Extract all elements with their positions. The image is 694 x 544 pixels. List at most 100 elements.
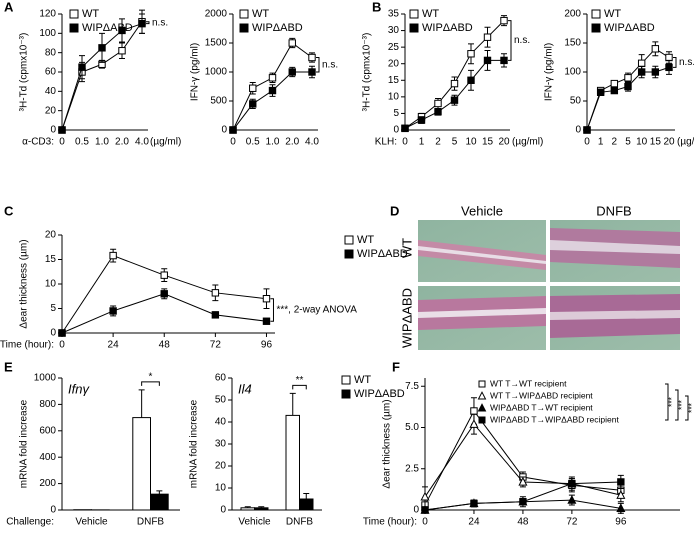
y-tick-label: 0 [393,125,399,136]
y-tick-label: 600 [39,425,56,436]
y-tick-label: 15 [388,75,400,86]
x-tick-label: 1 [598,137,604,148]
bracket [675,389,679,421]
series-line [61,293,267,334]
marker [288,68,296,76]
marker [583,126,591,134]
marker [434,99,442,108]
x-tick-label: 48 [517,517,529,528]
annotation: ** [296,375,304,386]
marker [478,416,486,424]
marker [500,56,508,65]
x-tick-label: 5 [452,137,458,148]
marker [467,76,475,84]
marker [616,503,626,513]
y-axis-label: ³H-Td (cpmx10⁻³) [362,33,373,112]
x-tick-label: DNFB [137,517,165,528]
y-axis-label: mRNA fold increase [19,399,30,488]
legend-label: WIPΔABD [422,22,473,34]
y-tick-label: 0 [50,125,56,136]
marker [624,82,632,91]
y-tick-label: 30 [388,25,400,36]
y-axis-label: IFN-γ (pg/ml) [190,43,201,101]
y-tick-label: 0 [221,125,227,136]
y-tick-label: 500 [210,96,227,107]
marker [665,63,673,72]
x-tick-label: 2.0 [285,137,299,148]
bracket [685,395,689,421]
bracket [146,21,150,25]
x-axis-prefix: Time (hour): [0,340,54,351]
y-tick-label: 20 [215,461,227,472]
marker [138,19,146,28]
marker [477,403,487,412]
error-bar [156,490,163,495]
y-tick-label: 7.5 [405,381,419,392]
bracket [673,57,677,68]
x-axis-unit: (µg/ml) [677,137,694,148]
panel-letter: D [390,203,399,218]
x-tick-label: 0.5 [75,137,89,148]
marker [249,84,257,92]
bracket [316,57,320,73]
y-axis-label: mRNA fold increase [189,399,200,488]
y-tick-label: 5 [50,303,56,314]
annotation: n.s. [152,17,168,28]
x-tick-label: 4.0 [135,137,149,148]
x-tick-label: 24 [108,340,120,351]
y-tick-label: 200 [564,9,581,20]
y-tick-label: 100 [39,28,56,39]
legend-label: WT [422,8,439,20]
y-tick-label: 20 [45,105,57,116]
marker [58,126,66,134]
x-tick-label: 2 [435,137,441,148]
row-label: WIPΔABD [399,288,414,348]
x-tick-label: 72 [566,517,578,528]
y-tick-label: 80 [45,47,57,58]
y-axis-label: Δear thickness (µm) [19,239,30,328]
y-tick-label: 1500 [205,38,228,49]
marker [467,50,475,58]
legend-label: WIPΔABD [604,22,655,34]
marker [401,124,409,133]
bar [254,507,269,511]
marker [450,96,459,104]
x-tick-label: 0 [59,137,65,148]
panel-letter: E [4,359,13,374]
bracket [270,298,274,322]
marker [98,44,106,52]
x-axis-prefix: Time (hour): [363,517,417,528]
panel-letter: B [372,0,381,14]
x-tick-label: 2.0 [115,137,129,148]
marker [268,74,277,82]
y-tick-label: 20 [388,58,400,69]
x-tick-label: 20 [498,137,510,148]
x-tick-label: 0 [230,137,236,148]
annotation: *** [676,399,686,410]
marker [469,419,479,428]
x-axis-prefix: KLH: [375,137,397,148]
x-tick-label: 0 [422,517,428,528]
x-tick-label: 20 [663,137,675,148]
marker [483,33,492,41]
marker [617,478,625,486]
annotation: n.s. [679,57,694,68]
marker [249,100,257,108]
y-tick-label: 5 [393,108,399,119]
marker [344,249,354,259]
marker [160,271,168,279]
x-tick-label: 0 [584,137,590,148]
marker [58,329,66,337]
y-tick-label: 200 [39,478,56,489]
x-tick-label: 10 [465,137,477,148]
marker [211,311,220,319]
y-tick-label: 50 [215,395,227,406]
x-tick-label: 72 [210,340,222,351]
error-bar [258,506,265,508]
y-tick-label: 0 [50,505,56,516]
marker [118,26,126,35]
y-tick-label: 35 [388,9,400,20]
bracket [292,384,307,390]
